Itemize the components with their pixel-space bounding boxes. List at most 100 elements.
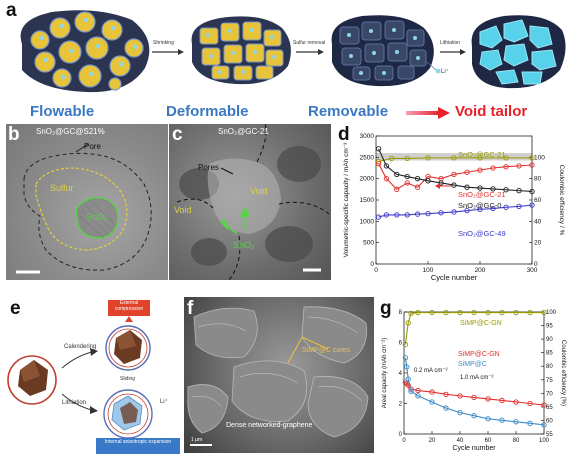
data-point [529, 155, 535, 161]
data-point [541, 402, 547, 408]
x-axis-label: Cycle number [431, 273, 478, 282]
lithiated-particle [103, 389, 153, 439]
data-point [541, 309, 547, 316]
x-tick-label: 80 [513, 438, 520, 444]
stage-flowable [20, 10, 150, 93]
x-tick-label: 300 [527, 267, 538, 274]
data-point [503, 187, 509, 193]
x-tick-label: 100 [423, 267, 434, 274]
y2-tick-label: 100 [534, 154, 545, 161]
data-point [457, 309, 463, 316]
panel-a-label: a [6, 0, 17, 21]
y2-tick-label: 20 [534, 240, 542, 247]
data-point [471, 394, 477, 401]
data-point [541, 422, 547, 428]
y2-tick-label: 0 [534, 261, 538, 268]
calendering-label: Calendering [64, 344, 97, 350]
y2-tick-label: 60 [534, 197, 542, 204]
y-tick-label: 500 [363, 240, 374, 247]
category-deformable: Deformable [166, 103, 249, 120]
data-point [438, 180, 444, 186]
annotation-rate-low: 0.2 mA cm⁻² [414, 368, 448, 374]
panel-c-label: c [172, 124, 183, 145]
series-legend-label: SnO₂@GC-0 [458, 201, 501, 210]
y-tick-label: 6 [399, 341, 403, 347]
y2-tick-label: 65 [546, 405, 553, 411]
annotation-rate-high: 1.0 mA cm⁻² [460, 375, 494, 381]
data-point [503, 204, 509, 210]
data-point [443, 309, 449, 316]
data-point [529, 162, 535, 168]
panel-c-tem-image [169, 124, 331, 280]
arrow-label-shrinking: Shrinking [153, 40, 174, 46]
series-line [378, 204, 533, 218]
data-point [516, 163, 522, 169]
lithiation-label: Lithiation [62, 400, 87, 406]
data-point [375, 146, 382, 152]
sno2-label-b: SnO₂ [86, 212, 108, 222]
arrow-label-lithiation: Lithiation [440, 40, 461, 46]
series-axis-arrowhead [435, 183, 440, 189]
y-axis-label: Areal capacity (mAh cm⁻²) [382, 338, 388, 409]
data-point [415, 309, 421, 316]
data-point [408, 388, 414, 394]
panel-b-tem-image [6, 124, 168, 280]
data-point [425, 155, 431, 161]
x-tick-label: 200 [475, 267, 486, 274]
y2-tick-label: 85 [546, 351, 553, 357]
data-point [464, 184, 470, 190]
simp-cores-label: SiMP@C cores [302, 347, 350, 354]
internal-expansion-label: Internal anisotropic expansion [104, 439, 172, 445]
data-point [529, 188, 535, 195]
data-point [516, 187, 522, 194]
stage-deformable [191, 16, 291, 85]
data-point [415, 393, 421, 399]
data-point [388, 155, 395, 162]
panel-g-label: g [380, 298, 392, 319]
data-point [485, 309, 491, 316]
data-point [457, 410, 463, 416]
data-point [414, 176, 421, 182]
data-point [383, 212, 390, 218]
panel-g-chart: 0 20 40 60 80 100 0 2 4 6 8 55 60 65 70 75 80 85 90 95 100 Cy… [382, 309, 566, 452]
y2-tick-label: 40 [534, 218, 542, 225]
data-point [443, 405, 449, 411]
y-axis-label: Volumetric-specific capacity / mAh cm⁻³ [343, 142, 350, 258]
data-point [477, 167, 483, 173]
data-point [414, 211, 421, 217]
y-tick-label: 0 [370, 261, 374, 268]
y-tick-label: 4 [399, 371, 403, 377]
data-point [464, 208, 470, 214]
y-tick-label: 2 [399, 402, 403, 408]
data-point [527, 309, 533, 316]
data-point [451, 155, 457, 161]
data-point [425, 211, 431, 217]
sulfur-label: Sulfur [50, 183, 74, 193]
dense-graphene-label: Dense networked-graphene [226, 422, 313, 429]
data-point [414, 184, 421, 190]
pores-label: Pores [198, 163, 219, 172]
y-tick-label: 0 [399, 432, 403, 438]
data-point [457, 393, 463, 399]
category-void-tailor: Void tailor [455, 103, 528, 120]
data-point [499, 417, 505, 423]
data-point [490, 205, 496, 212]
external-compression-label: External compression [114, 300, 144, 312]
data-point [394, 212, 400, 218]
data-point [404, 180, 410, 186]
panel-e-schematic [7, 300, 180, 454]
data-point [394, 171, 400, 178]
y-tick-label: 1000 [360, 218, 375, 225]
data-point [513, 419, 519, 425]
sliding-label: Sliding [120, 376, 136, 382]
li-ion-label: Li⁺ [441, 69, 449, 75]
y2-tick-label: 95 [546, 324, 553, 330]
data-point [499, 397, 505, 404]
x-tick-label: 40 [457, 438, 464, 444]
x-tick-label: 100 [539, 438, 550, 444]
data-point [404, 155, 410, 162]
data-point [383, 176, 390, 182]
series-line [404, 381, 545, 406]
panel-c-title: SnO₂@GC-21 [218, 127, 269, 136]
data-point [405, 376, 411, 382]
